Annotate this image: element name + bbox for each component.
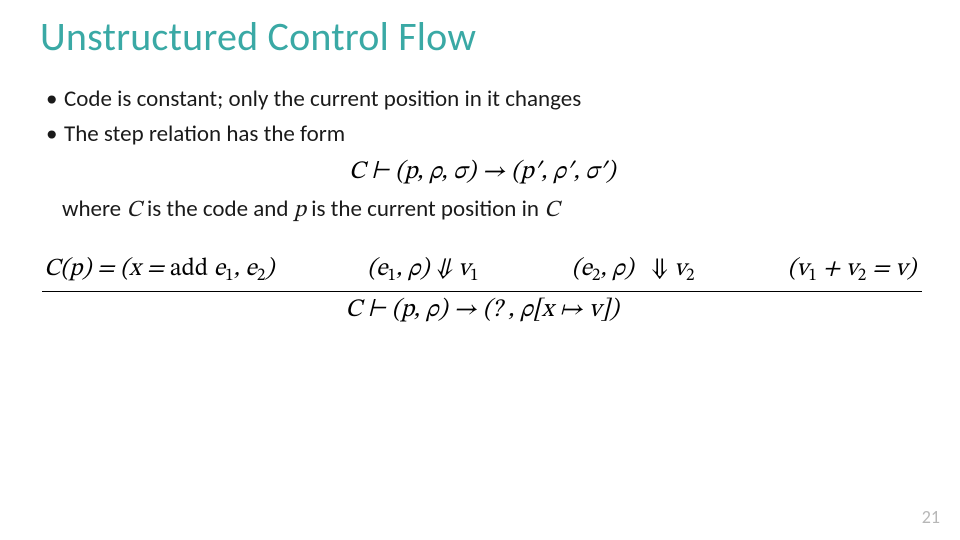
premise-3: (e2, ρ) ⇓ v2: [572, 253, 695, 287]
premise-2: (e1, ρ) ⇓ v1: [367, 253, 478, 287]
premise-4: (v1 + v2 = v): [788, 253, 916, 287]
slide: Unstructured Control Flow Code is consta…: [0, 0, 960, 540]
where-clause: where C is the code and p is the current…: [40, 195, 924, 225]
page-number: 21: [922, 506, 940, 528]
symbol-C: C: [126, 199, 141, 222]
rule-premises: C(p) = (x = add e1, e2) (e1, ρ) ⇓ v1 (e2…: [42, 253, 922, 291]
symbol-p: p: [294, 199, 306, 222]
bullet-item-1: Code is constant; only the current posit…: [46, 85, 924, 114]
symbol-C-2: C: [544, 199, 559, 222]
step-relation-formula: C ⊢ (p, ρ, σ) → (p′, ρ′, σ′): [40, 156, 924, 187]
bullet-list: Code is constant; only the current posit…: [40, 85, 924, 150]
bullet-item-2: The step relation has the form: [46, 120, 924, 149]
rule-conclusion: C ⊢ (p, ρ) → (? , ρ[x ↦ v]): [42, 292, 922, 325]
inference-rule: C(p) = (x = add e1, e2) (e1, ρ) ⇓ v1 (e2…: [40, 253, 924, 325]
premise-1: C(p) = (x = add e1, e2): [44, 253, 274, 287]
slide-title: Unstructured Control Flow: [40, 12, 924, 61]
